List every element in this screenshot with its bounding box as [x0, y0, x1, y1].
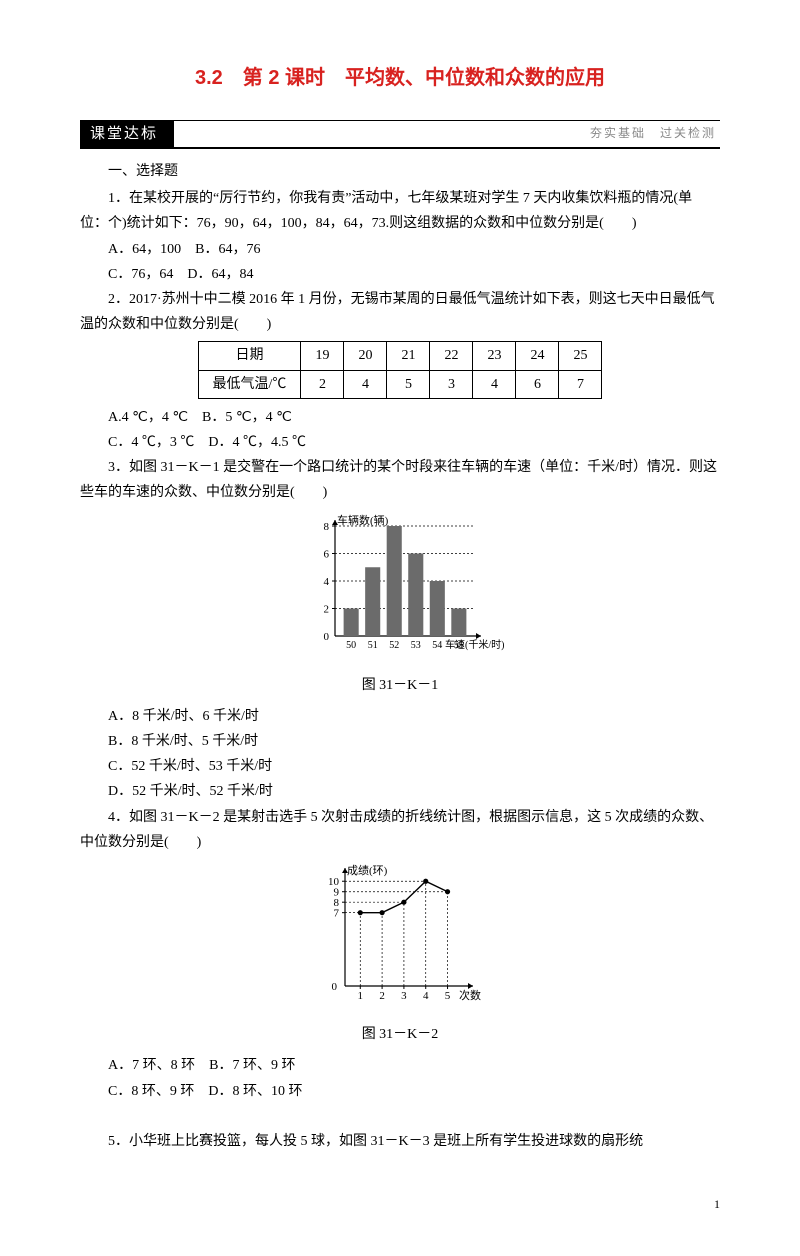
svg-text:54: 54 [432, 640, 442, 651]
q3-opt-d: D．52 千米/时、52 千米/时 [80, 779, 720, 804]
page-number: 1 [80, 1194, 720, 1216]
q3-text: 3．如图 31－K－1 是交警在一个路口统计的某个时段来往车辆的车速（单位：千米… [80, 455, 720, 505]
svg-text:0: 0 [332, 981, 338, 993]
svg-text:50: 50 [346, 640, 356, 651]
td: 2 [301, 370, 344, 398]
banner-right: 夯实基础 过关检测 [590, 123, 720, 145]
th: 24 [516, 342, 559, 370]
svg-text:7: 7 [334, 908, 340, 920]
q1-opts-cd: C．76，64 D．64，84 [80, 262, 720, 287]
q4-chart: 0 78910 1 2 3 4 5 成绩(环) 次数 [80, 861, 720, 1020]
td: 4 [344, 370, 387, 398]
svg-text:8: 8 [334, 897, 340, 909]
svg-text:52: 52 [389, 640, 399, 651]
q4-opts-cd: C．8 环、9 环 D．8 环、10 环 [80, 1079, 720, 1104]
svg-text:51: 51 [368, 640, 378, 651]
td: 5 [387, 370, 430, 398]
q4-caption: 图 31－K－2 [80, 1022, 720, 1047]
q3-opt-c: C．52 千米/时、53 千米/时 [80, 754, 720, 779]
th: 22 [430, 342, 473, 370]
banner-left: 课堂达标 [80, 121, 174, 147]
q3-chart: 24680505152535455车辆数(辆)车速(千米/时) [80, 511, 720, 670]
td: 最低气温/℃ [198, 370, 301, 398]
th: 19 [301, 342, 344, 370]
svg-text:1: 1 [358, 990, 364, 1002]
q5-text: 5．小华班上比赛投篮，每人投 5 球，如图 31－K－3 是班上所有学生投进球数… [80, 1129, 720, 1154]
section-heading: 一、选择题 [80, 159, 720, 184]
q4-text: 4．如图 31－K－2 是某射击选手 5 次射击成绩的折线统计图，根据图示信息，… [80, 805, 720, 855]
q2-opts-ab: A.4 ℃，4 ℃ B．5 ℃，4 ℃ [80, 405, 720, 430]
svg-text:成绩(环): 成绩(环) [347, 864, 388, 877]
th: 25 [559, 342, 602, 370]
q4-opts-ab: A．7 环、8 环 B．7 环、9 环 [80, 1053, 720, 1078]
th: 日期 [198, 342, 301, 370]
q2-text: 2．2017·苏州十中二模 2016 年 1 月份，无锡市某周的日最低气温统计如… [80, 287, 720, 337]
q3-caption: 图 31－K－1 [80, 673, 720, 698]
svg-text:9: 9 [334, 887, 340, 899]
th: 20 [344, 342, 387, 370]
page-title: 3.2 第 2 课时 平均数、中位数和众数的应用 [80, 60, 720, 96]
svg-text:6: 6 [324, 549, 330, 561]
svg-text:车辆数(辆): 车辆数(辆) [337, 513, 389, 527]
svg-text:4: 4 [423, 990, 429, 1002]
svg-text:0: 0 [324, 631, 330, 643]
svg-text:车速(千米/时): 车速(千米/时) [445, 638, 504, 651]
banner: 课堂达标 夯实基础 过关检测 [80, 120, 720, 149]
q2-table: 日期 19 20 21 22 23 24 25 最低气温/℃ 2 4 5 3 4… [198, 341, 603, 398]
svg-text:10: 10 [328, 876, 340, 888]
q1-opts-ab: A．64，100 B．64，76 [80, 237, 720, 262]
svg-text:次数: 次数 [459, 988, 481, 1002]
td: 7 [559, 370, 602, 398]
svg-text:4: 4 [324, 576, 330, 588]
th: 21 [387, 342, 430, 370]
svg-text:2: 2 [379, 990, 385, 1002]
svg-text:5: 5 [445, 990, 451, 1002]
svg-text:53: 53 [411, 640, 421, 651]
q3-opt-b: B．8 千米/时、5 千米/时 [80, 729, 720, 754]
table-row: 最低气温/℃ 2 4 5 3 4 6 7 [198, 370, 602, 398]
svg-text:2: 2 [324, 604, 330, 616]
table-row: 日期 19 20 21 22 23 24 25 [198, 342, 602, 370]
td: 3 [430, 370, 473, 398]
svg-text:8: 8 [324, 521, 330, 533]
svg-text:3: 3 [401, 990, 407, 1002]
q3-opt-a: A．8 千米/时、6 千米/时 [80, 704, 720, 729]
q2-opts-cd: C．4 ℃，3 ℃ D．4 ℃，4.5 ℃ [80, 430, 720, 455]
td: 4 [473, 370, 516, 398]
th: 23 [473, 342, 516, 370]
q1-text: 1．在某校开展的“厉行节约，你我有责”活动中，七年级某班对学生 7 天内收集饮料… [80, 186, 720, 236]
td: 6 [516, 370, 559, 398]
